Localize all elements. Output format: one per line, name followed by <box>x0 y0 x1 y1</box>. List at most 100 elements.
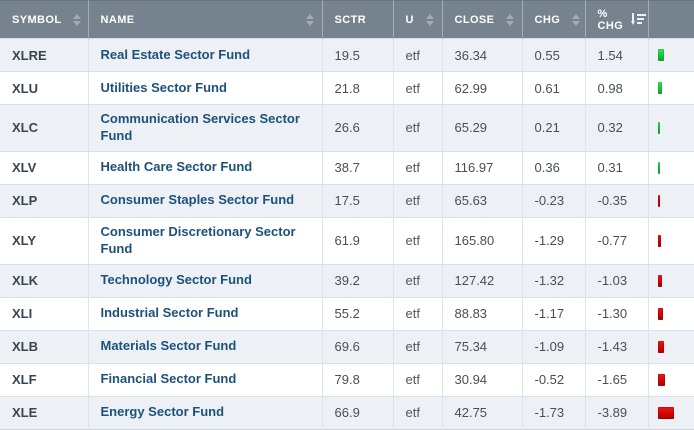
close-cell: 42.75 <box>442 395 523 430</box>
change-cell: 0.55 <box>522 38 586 72</box>
symbol-cell[interactable]: XLB <box>0 329 89 364</box>
sort-descending-icon <box>631 13 647 26</box>
percent-change-bar-cell <box>648 296 694 331</box>
symbol-cell[interactable]: XLY <box>0 216 89 265</box>
percent-change-bar-cell <box>648 216 694 265</box>
column-header-u[interactable]: U <box>393 0 443 39</box>
percent-change-bar-cell <box>648 395 694 430</box>
close-cell: 165.80 <box>442 216 523 265</box>
table-row: XLU Utilities Sector Fund 21.8 etf 62.99 0.61… <box>0 71 694 105</box>
symbol-cell[interactable]: XLK <box>0 263 89 298</box>
positive-change-bar-icon <box>657 49 664 61</box>
percent-change-bar-cell <box>648 329 694 364</box>
sctr-cell: 69.6 <box>322 329 394 364</box>
close-cell: 88.83 <box>442 296 523 331</box>
sctr-cell: 21.8 <box>322 71 394 105</box>
symbol-cell[interactable]: XLV <box>0 150 89 185</box>
table-row: XLRE Real Estate Sector Fund 19.5 etf 36.34 0… <box>0 38 694 72</box>
percent-change-bar-cell <box>648 362 694 397</box>
sctr-cell: 19.5 <box>322 38 394 72</box>
symbol-cell[interactable]: XLI <box>0 296 89 331</box>
column-header-label: CLOSE <box>454 13 495 26</box>
close-cell: 116.97 <box>442 150 523 185</box>
positive-change-bar-icon <box>657 82 662 94</box>
symbol-cell[interactable]: XLF <box>0 362 89 397</box>
column-header-bar-spacer <box>648 0 694 39</box>
sctr-cell: 17.5 <box>322 183 394 218</box>
percent-change-cell: -0.35 <box>585 183 649 218</box>
percent-change-cell: -1.03 <box>585 263 649 298</box>
change-cell: -0.23 <box>522 183 586 218</box>
fund-name-link[interactable]: Energy Sector Fund <box>88 395 323 430</box>
column-header-sctr[interactable]: SCTR <box>322 0 394 39</box>
table-header: SYMBOL NAME SCTR U CLOSE CHG % CHG <box>0 0 694 39</box>
table-row: XLB Materials Sector Fund 69.6 etf 75.34 -1.0… <box>0 329 694 364</box>
sort-updown-icon <box>425 13 434 26</box>
unit-type-cell: etf <box>393 263 443 298</box>
sctr-cell: 66.9 <box>322 395 394 430</box>
sctr-cell: 38.7 <box>322 150 394 185</box>
fund-name-link[interactable]: Technology Sector Fund <box>88 263 323 298</box>
symbol-cell[interactable]: XLRE <box>0 38 89 72</box>
fund-name-link[interactable]: Financial Sector Fund <box>88 362 323 397</box>
column-header-symbol[interactable]: SYMBOL <box>0 0 89 39</box>
sctr-cell: 61.9 <box>322 216 394 265</box>
positive-change-bar-icon <box>657 121 660 134</box>
unit-type-cell: etf <box>393 329 443 364</box>
positive-change-bar-icon <box>657 161 660 174</box>
change-cell: 0.21 <box>522 104 586 152</box>
fund-name-link[interactable]: Consumer Discretionary Sector Fund <box>88 216 323 265</box>
column-header-chg[interactable]: CHG <box>522 0 586 39</box>
fund-name-link[interactable]: Industrial Sector Fund <box>88 296 323 331</box>
fund-name-link[interactable]: Consumer Staples Sector Fund <box>88 183 323 218</box>
symbol-cell[interactable]: XLU <box>0 71 89 105</box>
change-cell: -1.17 <box>522 296 586 331</box>
column-header-close[interactable]: CLOSE <box>442 0 523 39</box>
sort-updown-icon <box>572 13 581 26</box>
negative-change-bar-icon <box>657 274 662 287</box>
table-row: XLE Energy Sector Fund 66.9 etf 42.75 -1.73 -3… <box>0 395 694 430</box>
negative-change-bar-icon <box>657 194 660 207</box>
percent-change-bar-cell <box>648 38 694 72</box>
symbol-cell[interactable]: XLE <box>0 395 89 430</box>
table-row: XLP Consumer Staples Sector Fund 17.5 etf 65… <box>0 183 694 218</box>
percent-change-cell: -1.30 <box>585 296 649 331</box>
unit-type-cell: etf <box>393 362 443 397</box>
column-header-name[interactable]: NAME <box>88 0 323 39</box>
fund-name-link[interactable]: Health Care Sector Fund <box>88 150 323 185</box>
percent-change-cell: 0.98 <box>585 71 649 105</box>
unit-type-cell: etf <box>393 296 443 331</box>
table-row: XLV Health Care Sector Fund 38.7 etf 116.97 0… <box>0 150 694 185</box>
negative-change-bar-icon <box>657 307 663 320</box>
sctr-cell: 39.2 <box>322 263 394 298</box>
unit-type-cell: etf <box>393 395 443 430</box>
column-header-pct[interactable]: % CHG <box>585 0 649 39</box>
percent-change-cell: 0.32 <box>585 104 649 152</box>
symbol-cell[interactable]: XLC <box>0 104 89 152</box>
close-cell: 30.94 <box>442 362 523 397</box>
unit-type-cell: etf <box>393 104 443 152</box>
close-cell: 65.63 <box>442 183 523 218</box>
column-header-label: CHG <box>534 13 561 26</box>
change-cell: -1.09 <box>522 329 586 364</box>
change-cell: 0.61 <box>522 71 586 105</box>
table-row: XLY Consumer Discretionary Sector Fund 61.… <box>0 216 694 265</box>
sort-updown-icon <box>506 13 515 26</box>
percent-change-cell: 1.54 <box>585 38 649 72</box>
symbol-cell[interactable]: XLP <box>0 183 89 218</box>
unit-type-cell: etf <box>393 216 443 265</box>
percent-change-bar-cell <box>648 150 694 185</box>
percent-change-cell: -0.77 <box>585 216 649 265</box>
change-cell: -1.29 <box>522 216 586 265</box>
fund-name-link[interactable]: Communication Services Sector Fund <box>88 104 323 152</box>
percent-change-bar-cell <box>648 263 694 298</box>
fund-name-link[interactable]: Utilities Sector Fund <box>88 71 323 105</box>
unit-type-cell: etf <box>393 183 443 218</box>
table-row: XLC Communication Services Sector Fund 26.… <box>0 104 694 152</box>
fund-name-link[interactable]: Materials Sector Fund <box>88 329 323 364</box>
sctr-cell: 26.6 <box>322 104 394 152</box>
percent-change-bar-cell <box>648 71 694 105</box>
fund-name-link[interactable]: Real Estate Sector Fund <box>88 38 323 72</box>
negative-change-bar-icon <box>657 234 661 247</box>
table-row: XLI Industrial Sector Fund 55.2 etf 88.83 -1.… <box>0 296 694 331</box>
